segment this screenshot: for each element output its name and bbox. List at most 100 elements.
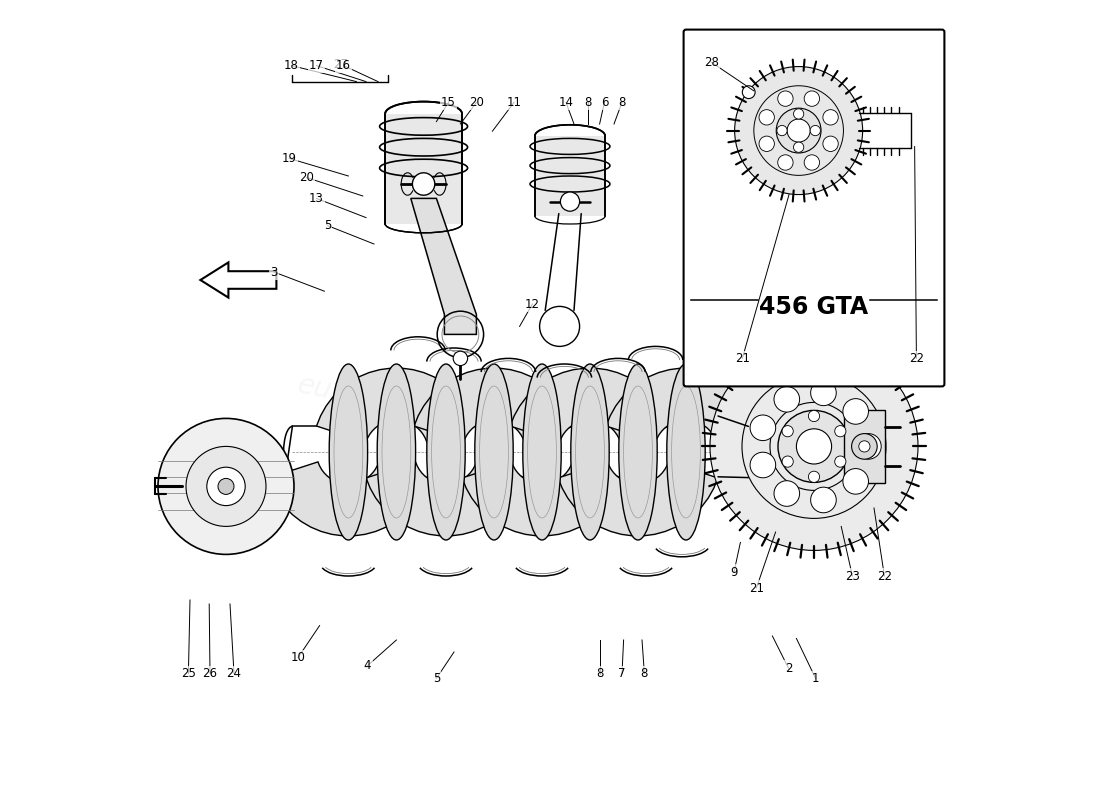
Text: 456 GTA: 456 GTA — [759, 294, 869, 318]
Ellipse shape — [571, 364, 609, 540]
Text: 5: 5 — [323, 219, 331, 232]
Ellipse shape — [382, 386, 410, 518]
Circle shape — [742, 86, 755, 98]
Polygon shape — [268, 462, 428, 536]
Ellipse shape — [431, 386, 461, 518]
Text: 4: 4 — [364, 659, 372, 672]
Text: 9: 9 — [730, 566, 738, 578]
Circle shape — [851, 434, 877, 459]
Ellipse shape — [329, 364, 367, 540]
Polygon shape — [414, 368, 574, 442]
Circle shape — [788, 119, 811, 142]
Circle shape — [793, 109, 804, 119]
Circle shape — [412, 173, 434, 195]
Text: 6: 6 — [601, 96, 608, 109]
Circle shape — [843, 469, 869, 494]
Ellipse shape — [475, 364, 514, 540]
FancyBboxPatch shape — [683, 30, 945, 386]
Text: 19: 19 — [282, 152, 297, 165]
Text: 25: 25 — [182, 667, 196, 680]
Circle shape — [793, 142, 804, 152]
Text: 17: 17 — [309, 59, 323, 72]
Circle shape — [158, 418, 294, 554]
Circle shape — [778, 155, 793, 170]
Ellipse shape — [334, 386, 363, 518]
Polygon shape — [385, 114, 462, 224]
Circle shape — [186, 446, 266, 526]
Text: 23: 23 — [845, 570, 860, 582]
Ellipse shape — [377, 364, 416, 540]
Polygon shape — [510, 368, 670, 442]
Circle shape — [759, 136, 774, 151]
Circle shape — [759, 110, 774, 125]
Circle shape — [835, 456, 846, 467]
Text: 27: 27 — [333, 58, 348, 70]
Ellipse shape — [672, 386, 701, 518]
Ellipse shape — [480, 386, 508, 518]
Text: 10: 10 — [290, 651, 306, 664]
Text: 14: 14 — [559, 96, 573, 109]
Circle shape — [796, 429, 832, 464]
Circle shape — [750, 415, 776, 441]
Polygon shape — [317, 368, 476, 442]
Circle shape — [811, 380, 836, 406]
Circle shape — [453, 351, 468, 366]
Circle shape — [835, 426, 846, 437]
Text: 28: 28 — [704, 56, 719, 69]
Text: 11: 11 — [506, 96, 521, 109]
Circle shape — [774, 386, 800, 412]
Circle shape — [823, 110, 838, 125]
Text: 15: 15 — [441, 96, 455, 109]
Text: 26: 26 — [202, 667, 218, 680]
Polygon shape — [558, 462, 718, 536]
Text: eurospares: eurospares — [295, 370, 453, 430]
Text: eurospares: eurospares — [615, 370, 773, 430]
Circle shape — [782, 426, 793, 437]
Circle shape — [778, 410, 850, 482]
Circle shape — [782, 456, 793, 467]
Text: 24: 24 — [227, 667, 242, 680]
Text: 21: 21 — [749, 582, 763, 594]
Polygon shape — [462, 462, 622, 536]
Circle shape — [778, 91, 793, 106]
Text: 8: 8 — [640, 667, 648, 680]
Text: 18: 18 — [284, 59, 299, 72]
Ellipse shape — [575, 386, 604, 518]
Text: 20: 20 — [299, 171, 315, 184]
Text: 22: 22 — [877, 570, 892, 582]
Circle shape — [859, 441, 870, 452]
Polygon shape — [535, 136, 605, 216]
Ellipse shape — [427, 364, 465, 540]
Ellipse shape — [667, 364, 705, 540]
Text: 3: 3 — [271, 266, 277, 278]
Text: 13: 13 — [309, 192, 323, 205]
Circle shape — [804, 155, 820, 170]
Polygon shape — [200, 262, 276, 298]
Circle shape — [804, 91, 820, 106]
Text: 16: 16 — [337, 59, 351, 72]
Text: 20: 20 — [469, 96, 484, 109]
Circle shape — [207, 467, 245, 506]
Text: 2: 2 — [784, 662, 792, 674]
Circle shape — [774, 481, 800, 506]
Circle shape — [811, 126, 821, 136]
Text: 5: 5 — [432, 672, 440, 685]
Ellipse shape — [619, 364, 657, 540]
Polygon shape — [606, 368, 766, 442]
Ellipse shape — [522, 364, 561, 540]
Circle shape — [750, 452, 776, 478]
Circle shape — [808, 410, 820, 422]
Text: 21: 21 — [735, 352, 750, 365]
Bar — [844, 410, 886, 483]
Text: 8: 8 — [618, 96, 626, 109]
Circle shape — [735, 66, 862, 194]
Text: 8: 8 — [585, 96, 592, 109]
Bar — [182, 448, 216, 525]
Circle shape — [218, 478, 234, 494]
Circle shape — [811, 487, 836, 513]
Circle shape — [856, 434, 881, 459]
Circle shape — [560, 192, 580, 211]
Circle shape — [710, 342, 918, 550]
Text: 1: 1 — [812, 672, 820, 685]
Text: 8: 8 — [596, 667, 603, 680]
